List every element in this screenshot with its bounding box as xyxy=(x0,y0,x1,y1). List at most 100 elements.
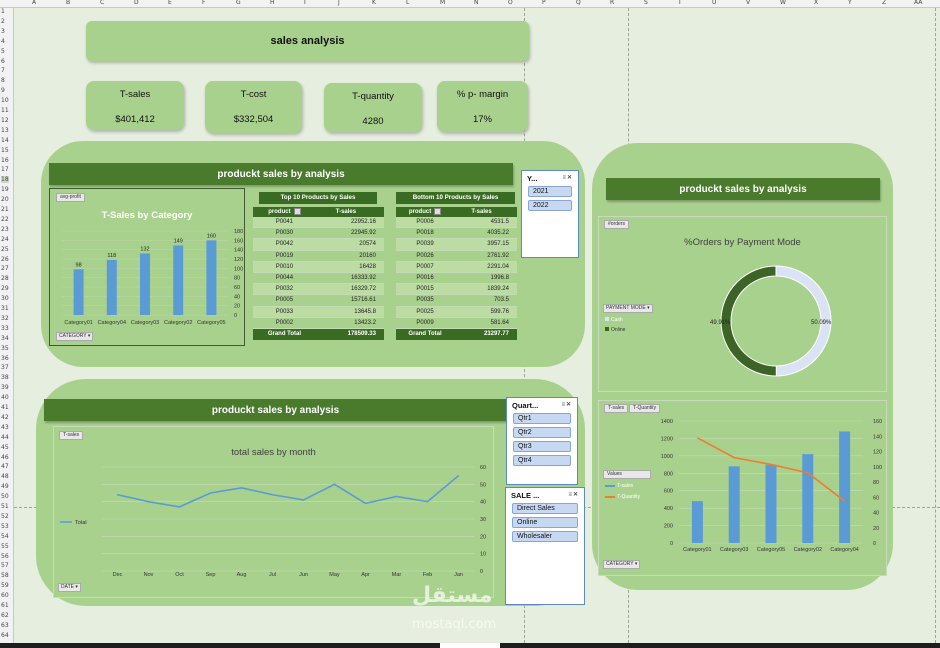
quarter-slicer[interactable]: Quart... ≡✕ Qtr1 Qtr2 Qtr3 Qtr4 xyxy=(506,397,578,485)
row-header[interactable]: 30 xyxy=(1,295,9,303)
sale-type-slicer[interactable]: SALE ... ≡✕ Direct Sales Online Wholesale… xyxy=(505,487,585,605)
column-header[interactable]: AA xyxy=(914,0,923,6)
row-header[interactable]: 46 xyxy=(1,453,9,461)
column-header[interactable]: P xyxy=(542,0,546,6)
row-header[interactable]: 17 xyxy=(1,166,9,174)
value-field-button-quantity[interactable]: T-Quantity xyxy=(629,404,661,413)
row-header[interactable]: 11 xyxy=(1,107,9,114)
row-header[interactable]: 39 xyxy=(1,384,9,392)
slicer-item[interactable]: Qtr3 xyxy=(513,441,571,452)
row-header[interactable]: 50 xyxy=(1,493,9,501)
row-header[interactable]: 31 xyxy=(1,305,9,312)
row-header[interactable]: 64 xyxy=(1,631,9,639)
column-header[interactable]: G xyxy=(236,0,241,6)
monthly-sales-chart[interactable]: T-sales total sales by month 0 10 20 30 40 50… xyxy=(53,426,494,598)
column-header[interactable]: O xyxy=(508,0,513,6)
column-header[interactable]: V xyxy=(746,0,751,6)
row-header[interactable]: 40 xyxy=(1,394,9,402)
column-header[interactable]: S xyxy=(644,0,648,6)
row-header[interactable]: 1 xyxy=(1,8,5,15)
row-header[interactable]: 24 xyxy=(1,235,9,243)
row-header[interactable]: 4 xyxy=(1,37,5,45)
category-sales-chart[interactable]: avg-profit T-Sales by Category 0 20 40 60 80… xyxy=(49,188,245,346)
row-header[interactable]: 19 xyxy=(1,186,9,194)
row-header[interactable]: 25 xyxy=(1,245,9,253)
row-header[interactable]: 47 xyxy=(1,463,9,471)
column-header[interactable]: W xyxy=(780,0,786,6)
row-header[interactable]: 29 xyxy=(1,285,9,293)
slicer-item[interactable]: Direct Sales xyxy=(512,503,578,514)
row-header[interactable]: 54 xyxy=(1,532,9,540)
row-header[interactable]: 23 xyxy=(1,225,9,233)
multi-select-icon[interactable]: ≡✕ xyxy=(562,175,573,181)
row-header[interactable]: 34 xyxy=(1,334,9,342)
value-field-button[interactable]: T-sales xyxy=(59,431,84,440)
row-header[interactable]: 26 xyxy=(1,255,9,263)
row-header[interactable]: 38 xyxy=(1,374,9,382)
filter-button[interactable] xyxy=(434,207,442,215)
column-header[interactable]: F xyxy=(202,0,206,6)
row-header[interactable]: 9 xyxy=(1,87,5,95)
row-header[interactable]: 63 xyxy=(1,621,9,629)
row-header[interactable]: 53 xyxy=(1,522,9,530)
column-header[interactable]: Q xyxy=(576,0,581,6)
row-header[interactable]: 14 xyxy=(1,136,9,144)
row-header[interactable]: 3 xyxy=(1,27,5,35)
slicer-item[interactable]: 2022 xyxy=(528,200,572,211)
row-header[interactable]: 45 xyxy=(1,443,9,451)
column-header[interactable]: B xyxy=(66,0,71,6)
row-header[interactable]: 16 xyxy=(1,156,9,164)
payment-mode-filter-dropdown[interactable]: PAYMENT MODE xyxy=(603,304,653,313)
row-header[interactable]: 20 xyxy=(1,196,9,204)
multi-select-icon[interactable]: ≡✕ xyxy=(561,402,572,408)
slicer-item[interactable]: Qtr4 xyxy=(513,455,571,466)
year-slicer[interactable]: Y... ≡✕ 2021 2022 xyxy=(521,170,579,258)
row-header[interactable]: 44 xyxy=(1,433,9,441)
row-header[interactable]: 13 xyxy=(1,126,9,134)
row-header[interactable]: 7 xyxy=(1,67,5,75)
column-header[interactable]: A xyxy=(32,0,37,6)
row-header[interactable]: 49 xyxy=(1,483,9,491)
row-header[interactable]: 60 xyxy=(1,592,9,600)
multi-select-icon[interactable]: ≡✕ xyxy=(568,492,579,498)
row-header[interactable]: 18 xyxy=(1,176,9,184)
row-header[interactable]: 32 xyxy=(1,314,9,322)
row-header[interactable]: 8 xyxy=(1,77,5,85)
slicer-item[interactable]: Online xyxy=(512,517,578,528)
row-header[interactable]: 2 xyxy=(1,17,5,25)
row-header[interactable]: 58 xyxy=(1,572,9,580)
row-header[interactable]: 42 xyxy=(1,413,9,421)
row-header[interactable]: 21 xyxy=(1,206,9,213)
row-header[interactable]: 56 xyxy=(1,552,9,560)
date-filter-dropdown[interactable]: DATE xyxy=(58,583,81,592)
row-header[interactable]: 51 xyxy=(1,503,9,510)
filter-button[interactable] xyxy=(293,207,301,215)
value-field-button[interactable]: #orders xyxy=(604,220,629,229)
row-header[interactable]: 55 xyxy=(1,542,9,550)
row-header[interactable]: 52 xyxy=(1,512,9,520)
row-header[interactable]: 10 xyxy=(1,97,9,105)
column-header[interactable]: C xyxy=(100,0,105,6)
row-header[interactable]: 12 xyxy=(1,116,9,124)
column-header[interactable]: L xyxy=(406,0,410,6)
column-header[interactable]: H xyxy=(270,0,275,6)
row-header[interactable]: 15 xyxy=(1,146,9,154)
row-header[interactable]: 59 xyxy=(1,582,9,590)
column-header[interactable]: I xyxy=(304,0,306,6)
row-header[interactable]: 48 xyxy=(1,473,9,481)
column-header[interactable]: J xyxy=(338,0,340,6)
row-header[interactable]: 41 xyxy=(1,404,9,411)
row-header[interactable]: 37 xyxy=(1,364,9,372)
column-header[interactable]: N xyxy=(474,0,479,6)
column-header[interactable]: X xyxy=(814,0,819,6)
column-header[interactable]: U xyxy=(712,0,717,6)
payment-mode-chart[interactable]: #orders %Orders by Payment Mode 49.91% 50… xyxy=(598,216,887,392)
column-header[interactable]: T xyxy=(678,0,682,6)
slicer-item[interactable]: Qtr2 xyxy=(513,427,571,438)
row-header[interactable]: 62 xyxy=(1,611,9,619)
column-header[interactable]: D xyxy=(134,0,139,6)
row-header[interactable]: 27 xyxy=(1,265,9,273)
value-field-button[interactable]: avg-profit xyxy=(56,193,85,202)
row-header[interactable]: 43 xyxy=(1,423,9,431)
column-header[interactable]: K xyxy=(372,0,376,6)
